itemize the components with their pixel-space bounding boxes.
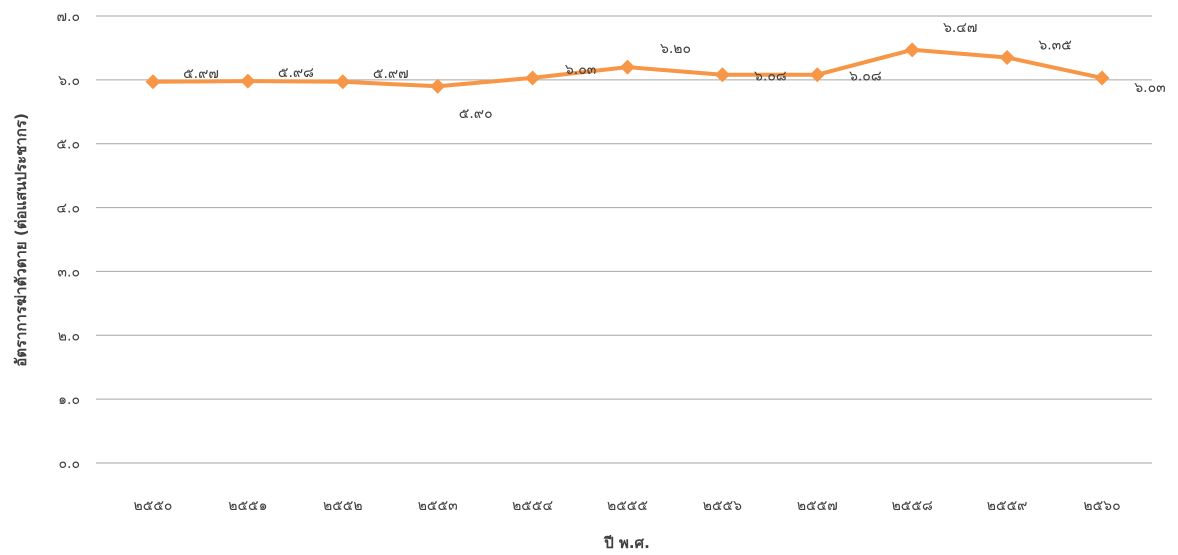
y-tick-label: ๗.๐ (56, 9, 80, 25)
x-tick-label: ๒๕๕๔ (512, 498, 553, 514)
data-point-marker (714, 67, 730, 83)
x-tick-label: ๒๕๕๗ (797, 498, 838, 514)
x-tick-label: ๒๕๕๕ (607, 498, 648, 514)
data-label: ๖.๐๘ (849, 69, 882, 85)
y-axis-title: อัตราการฆ่าตัวตาย (ต่อแสนประชากร) (12, 113, 30, 367)
data-label: ๖.๐๓ (1134, 80, 1165, 96)
x-tick-label: ๒๕๕๘ (892, 498, 933, 514)
y-tick-label: ๔.๐ (56, 201, 80, 217)
y-tick-label: ๓.๐ (57, 264, 80, 280)
y-tick-label: ๖.๐ (58, 73, 80, 89)
x-tick-label: ๒๕๕๐ (134, 498, 173, 514)
data-label: ๖.๓๕ (1038, 38, 1072, 54)
data-label: ๖.๐๓ (565, 62, 596, 78)
data-label: ๖.๔๗ (943, 20, 977, 36)
data-label: ๕.๙๐ (459, 106, 493, 122)
x-tick-label: ๒๕๕๖ (703, 498, 742, 514)
data-point-marker (335, 74, 351, 90)
data-point-marker (430, 78, 446, 94)
y-tick-label: ๑.๐ (58, 392, 80, 408)
data-point-marker (145, 74, 161, 90)
x-axis-ticks: ๒๕๕๐ ๒๕๕๑ ๒๕๕๒ ๒๕๕๓ ๒๕๕๔ ๒๕๕๕ ๒๕๕๖ ๒๕๕๗ ๒๕๕๘ ๒๕๕๙… (134, 498, 1121, 514)
data-label: ๕.๙๘ (278, 65, 314, 81)
x-tick-label: ๒๕๕๓ (418, 498, 458, 514)
x-tick-label: ๒๕๕๙ (987, 498, 1028, 514)
data-point-marker (1094, 70, 1110, 86)
y-tick-label: ๐.๐ (58, 456, 80, 472)
x-tick-label: ๒๕๕๑ (228, 498, 267, 514)
data-point-marker (525, 70, 541, 86)
x-tick-label: ๒๕๖๐ (1083, 498, 1120, 514)
data-point-marker (904, 42, 920, 58)
x-tick-label: ๒๕๕๒ (323, 498, 363, 514)
data-label: ๕.๙๗ (183, 66, 219, 82)
data-point-marker (999, 50, 1015, 66)
series-line-group (145, 42, 1110, 94)
data-point-marker (809, 67, 825, 83)
data-point-marker (240, 73, 256, 89)
data-label: ๖.๒๐ (660, 41, 691, 57)
data-point-marker (620, 59, 635, 75)
x-axis-title: ปี พ.ศ. (603, 534, 650, 552)
data-labels: ๕.๙๗ ๕.๙๘ ๕.๙๗๕.๙๐ ๖.๐๓ ๖.๒๐๖.๐๘ ๖.๐๘ ๖.๔๗๖.๓๕… (183, 20, 1166, 122)
y-tick-label: ๕.๐ (56, 137, 80, 153)
y-tick-label: ๒.๐ (58, 328, 80, 344)
data-label: ๕.๙๗ (373, 66, 409, 82)
y-axis-ticks: ๐.๐ ๑.๐ ๒.๐ ๓.๐ ๔.๐ ๕.๐ ๖.๐ ๗.๐ (56, 9, 80, 472)
data-label: ๖.๐๘ (754, 69, 787, 85)
